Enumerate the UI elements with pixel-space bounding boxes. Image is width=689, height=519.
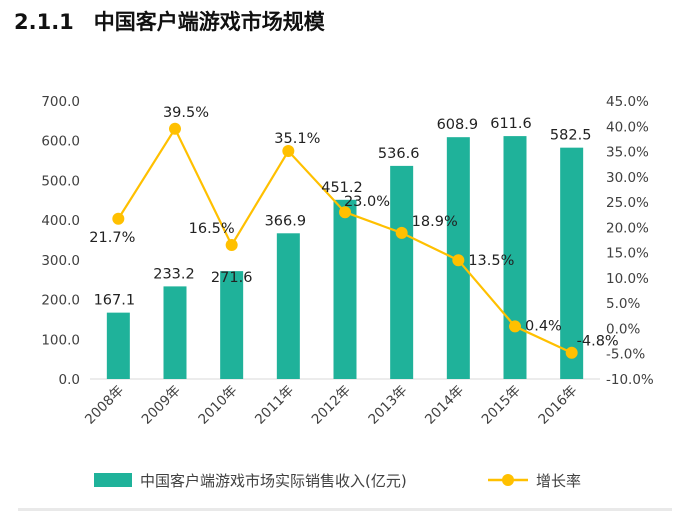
y-left-tick-label: 0.0 bbox=[59, 372, 80, 388]
legend-line-marker bbox=[502, 474, 514, 486]
y-left-tick-label: 100.0 bbox=[41, 332, 80, 348]
growth-rate-point bbox=[509, 320, 521, 333]
y-right-tick-label: 20.0% bbox=[606, 220, 649, 236]
x-category-label: 2008年 bbox=[82, 383, 127, 428]
y-left-tick-label: 600.0 bbox=[41, 134, 80, 150]
section-heading: 2.1.1 中国客户端游戏市场规模 bbox=[14, 6, 325, 36]
x-category-label: 2016年 bbox=[535, 383, 580, 428]
line-data-label: -4.8% bbox=[577, 334, 619, 350]
y-right-tick-label: 40.0% bbox=[606, 119, 649, 135]
line-data-label: 23.0% bbox=[344, 194, 390, 210]
bar bbox=[220, 271, 244, 379]
line-data-label: 13.5% bbox=[468, 253, 514, 269]
bar bbox=[333, 199, 357, 379]
y-right-tick-label: 10.0% bbox=[606, 271, 649, 287]
growth-rate-point bbox=[169, 122, 181, 135]
line-data-label: 35.1% bbox=[274, 131, 320, 147]
growth-rate-point bbox=[112, 212, 125, 225]
bar-data-label: 536.6 bbox=[378, 146, 420, 162]
y-right-tick-label: 5.0% bbox=[606, 296, 640, 312]
x-category-label: 2014年 bbox=[422, 383, 467, 428]
y-right-tick-label: 35.0% bbox=[606, 145, 649, 161]
growth-rate-point bbox=[452, 254, 465, 267]
x-category-label: 2013年 bbox=[365, 383, 410, 428]
bar-data-label: 451.2 bbox=[321, 180, 363, 196]
x-category-label: 2009年 bbox=[139, 383, 184, 428]
bar bbox=[390, 165, 414, 379]
legend-bar-label: 中国客户端游戏市场实际销售收入(亿元) bbox=[140, 472, 407, 490]
bar-data-label: 366.9 bbox=[265, 213, 307, 229]
legend-bar-swatch bbox=[94, 473, 132, 487]
bar bbox=[163, 286, 187, 379]
x-category-label: 2011年 bbox=[252, 383, 297, 428]
y-right-tick-label: -10.0% bbox=[606, 372, 654, 388]
bar-data-label: 233.2 bbox=[153, 266, 195, 282]
bar-data-label: 271.6 bbox=[211, 270, 253, 286]
legend-line-label: 增长率 bbox=[536, 472, 581, 490]
line-data-label: 39.5% bbox=[163, 105, 209, 121]
y-right-tick-label: 15.0% bbox=[606, 246, 649, 262]
y-right-tick-label: 30.0% bbox=[606, 170, 649, 186]
x-category-label: 2010年 bbox=[195, 383, 240, 428]
line-data-label: 16.5% bbox=[189, 221, 235, 237]
combo-chart: 0.0 100.0 200.0 300.0 400.0 500.0 600.0 700.0 -1… bbox=[41, 94, 654, 490]
bar-data-label: 611.6 bbox=[490, 116, 532, 132]
y-left-tick-label: 400.0 bbox=[41, 213, 80, 229]
y-right-tick-label: 45.0% bbox=[606, 94, 649, 110]
growth-rate-point bbox=[339, 206, 351, 219]
y-left-tick-label: 300.0 bbox=[41, 253, 80, 269]
section-number: 2.1.1 bbox=[14, 10, 74, 34]
bar bbox=[276, 233, 300, 379]
bar-data-label: 167.1 bbox=[94, 293, 136, 309]
growth-rate-point bbox=[282, 145, 295, 158]
y-right-tick-label: 0.0% bbox=[606, 321, 640, 337]
section-title: 中国客户端游戏市场规模 bbox=[93, 10, 325, 34]
y-right-tick-label: -5.0% bbox=[606, 347, 645, 363]
bar-data-label: 608.9 bbox=[437, 117, 479, 133]
bar-data-label: 582.5 bbox=[550, 128, 592, 144]
line-data-label: 0.4% bbox=[525, 318, 562, 334]
line-data-label: 21.7% bbox=[89, 230, 135, 246]
y-left-tick-label: 700.0 bbox=[41, 94, 80, 110]
y-left-tick-label: 200.0 bbox=[41, 293, 80, 309]
y-left-tick-label: 500.0 bbox=[41, 173, 80, 189]
y-right-tick-label: 25.0% bbox=[606, 195, 649, 211]
line-data-label: 18.9% bbox=[412, 214, 458, 230]
bar bbox=[560, 147, 584, 379]
x-category-label: 2015年 bbox=[479, 383, 524, 428]
growth-rate-point bbox=[225, 239, 238, 252]
chart-panel: 0.0 100.0 200.0 300.0 400.0 500.0 600.0 700.0 -1… bbox=[18, 76, 672, 511]
growth-rate-point bbox=[395, 226, 408, 239]
x-category-label: 2012年 bbox=[309, 383, 354, 428]
bar bbox=[106, 312, 130, 379]
growth-rate-point bbox=[565, 346, 578, 359]
